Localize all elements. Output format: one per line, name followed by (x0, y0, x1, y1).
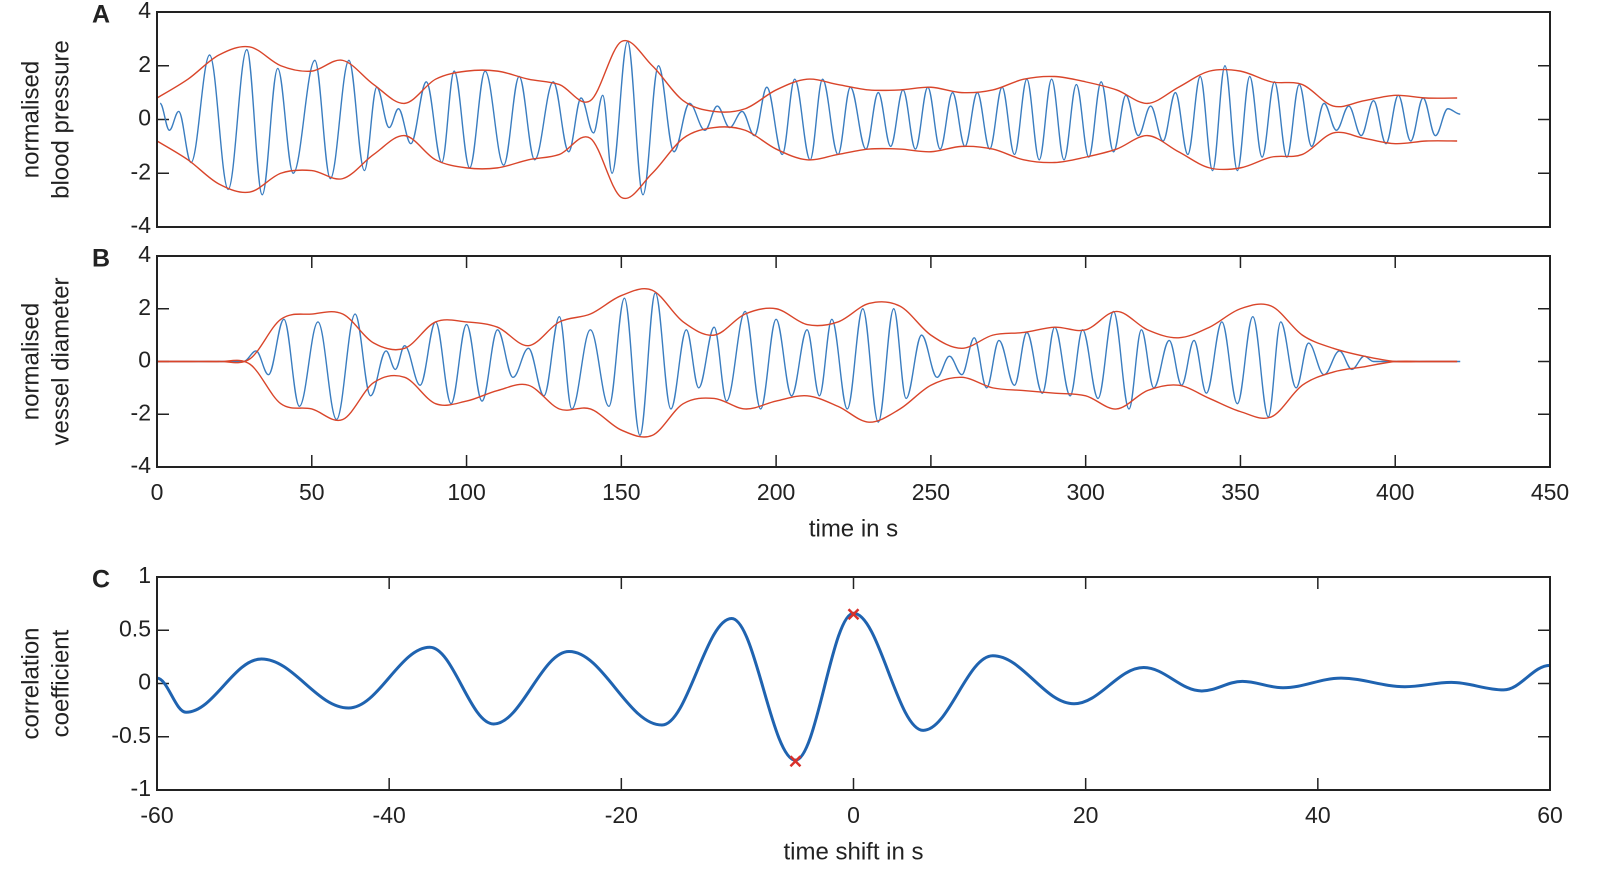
x-tick-label: 350 (1221, 479, 1259, 505)
signal-line (156, 611, 1551, 762)
x-tick-label: 20 (1073, 802, 1099, 828)
panel-label: B (92, 245, 110, 273)
y-tick-label: 4 (138, 0, 151, 23)
y-tick-label: 2 (138, 294, 151, 320)
y-tick-label: -2 (131, 158, 151, 184)
envelope-line (157, 288, 1458, 364)
y-tick-label: 1 (138, 562, 151, 588)
peak-marker (847, 608, 860, 621)
y-axis-label: vessel diameter (47, 277, 74, 445)
peak-marker (789, 755, 802, 768)
x-tick-label: -60 (140, 802, 173, 828)
x-axis-label: time shift in s (783, 838, 923, 865)
x-tick-label: 0 (151, 479, 164, 505)
y-tick-label: -4 (131, 452, 152, 478)
x-tick-label: -20 (605, 802, 638, 828)
panel-label: C (92, 566, 110, 594)
x-tick-label: 200 (757, 479, 795, 505)
x-tick-label: 300 (1066, 479, 1104, 505)
y-tick-label: 0 (138, 105, 151, 131)
y-axis-label: blood pressure (47, 40, 74, 199)
envelope-line (157, 359, 1458, 438)
x-tick-label: 0 (847, 802, 860, 828)
x-tick-label: 50 (299, 479, 325, 505)
y-tick-label: 0 (138, 669, 151, 695)
y-axis-label: correlation (17, 627, 44, 739)
y-axis-label: normalised (17, 303, 44, 420)
plot-frame (156, 576, 1551, 791)
signal-line (159, 40, 1461, 196)
x-tick-label: 150 (602, 479, 640, 505)
x-tick-label: 250 (912, 479, 950, 505)
y-axis-label: normalised (17, 61, 44, 178)
envelope-line (156, 39, 1458, 113)
y-tick-label: 2 (138, 51, 151, 77)
y-tick-label: -0.5 (111, 722, 151, 748)
x-tick-label: 100 (447, 479, 485, 505)
signal-line (157, 292, 1461, 437)
envelope-line (156, 126, 1458, 200)
x-tick-label: 400 (1376, 479, 1414, 505)
y-tick-label: -1 (131, 775, 151, 801)
y-tick-label: -4 (131, 212, 152, 238)
y-tick-label: 0.5 (119, 615, 151, 641)
y-axis-label: coefficient (47, 629, 74, 737)
x-axis-label: time in s (809, 515, 898, 542)
panel-label: A (92, 1, 110, 29)
x-tick-label: 450 (1531, 479, 1569, 505)
x-tick-label: 40 (1305, 802, 1331, 828)
plot-frame (156, 255, 1551, 468)
x-tick-label: 60 (1537, 802, 1563, 828)
x-tick-label: -40 (373, 802, 406, 828)
y-tick-label: -2 (131, 399, 151, 425)
y-tick-label: 4 (138, 241, 151, 267)
y-tick-label: 0 (138, 347, 151, 373)
plot-frame (156, 11, 1551, 228)
